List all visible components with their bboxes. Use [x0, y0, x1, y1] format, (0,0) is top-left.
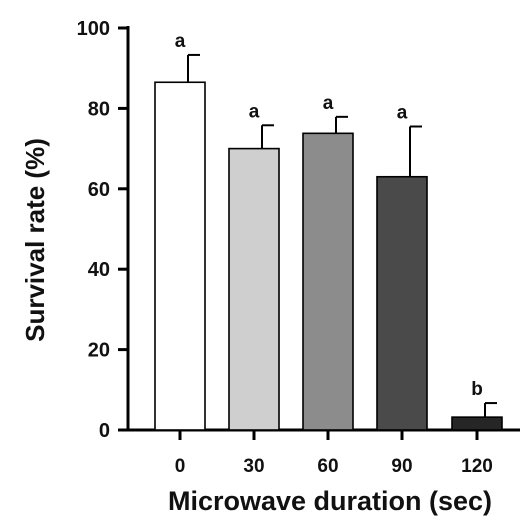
- x-tick-label: 30: [243, 456, 264, 477]
- significance-label: b: [471, 379, 483, 400]
- y-axis-title: Survival rate (%): [20, 138, 50, 342]
- bar: [154, 81, 206, 431]
- x-axis: 0 30 60 90 120: [126, 428, 520, 477]
- y-tick-label: 60: [88, 179, 110, 201]
- significance-label: a: [249, 101, 260, 122]
- x-tick-label: 120: [461, 456, 493, 477]
- bar: [302, 132, 354, 431]
- significance-label: a: [397, 102, 408, 123]
- x-tick-label: 60: [317, 456, 338, 477]
- significance-label: a: [175, 31, 186, 52]
- significance-label: a: [323, 93, 334, 114]
- y-axis: 0 20 40 60 80 100: [77, 18, 130, 442]
- y-tick-label: 40: [88, 259, 110, 281]
- y-tick-label: 0: [99, 420, 110, 442]
- x-tick-label: 90: [391, 456, 412, 477]
- y-tick-label: 80: [88, 98, 110, 120]
- x-axis-title: Microwave duration (sec): [168, 486, 492, 516]
- y-tick-label: 100: [77, 18, 110, 40]
- bar: [376, 175, 428, 431]
- bar: [451, 416, 503, 431]
- bar: [228, 147, 280, 431]
- x-tick-label: 0: [175, 456, 186, 477]
- y-tick-label: 20: [88, 340, 110, 362]
- bars: a a a a b: [154, 31, 503, 431]
